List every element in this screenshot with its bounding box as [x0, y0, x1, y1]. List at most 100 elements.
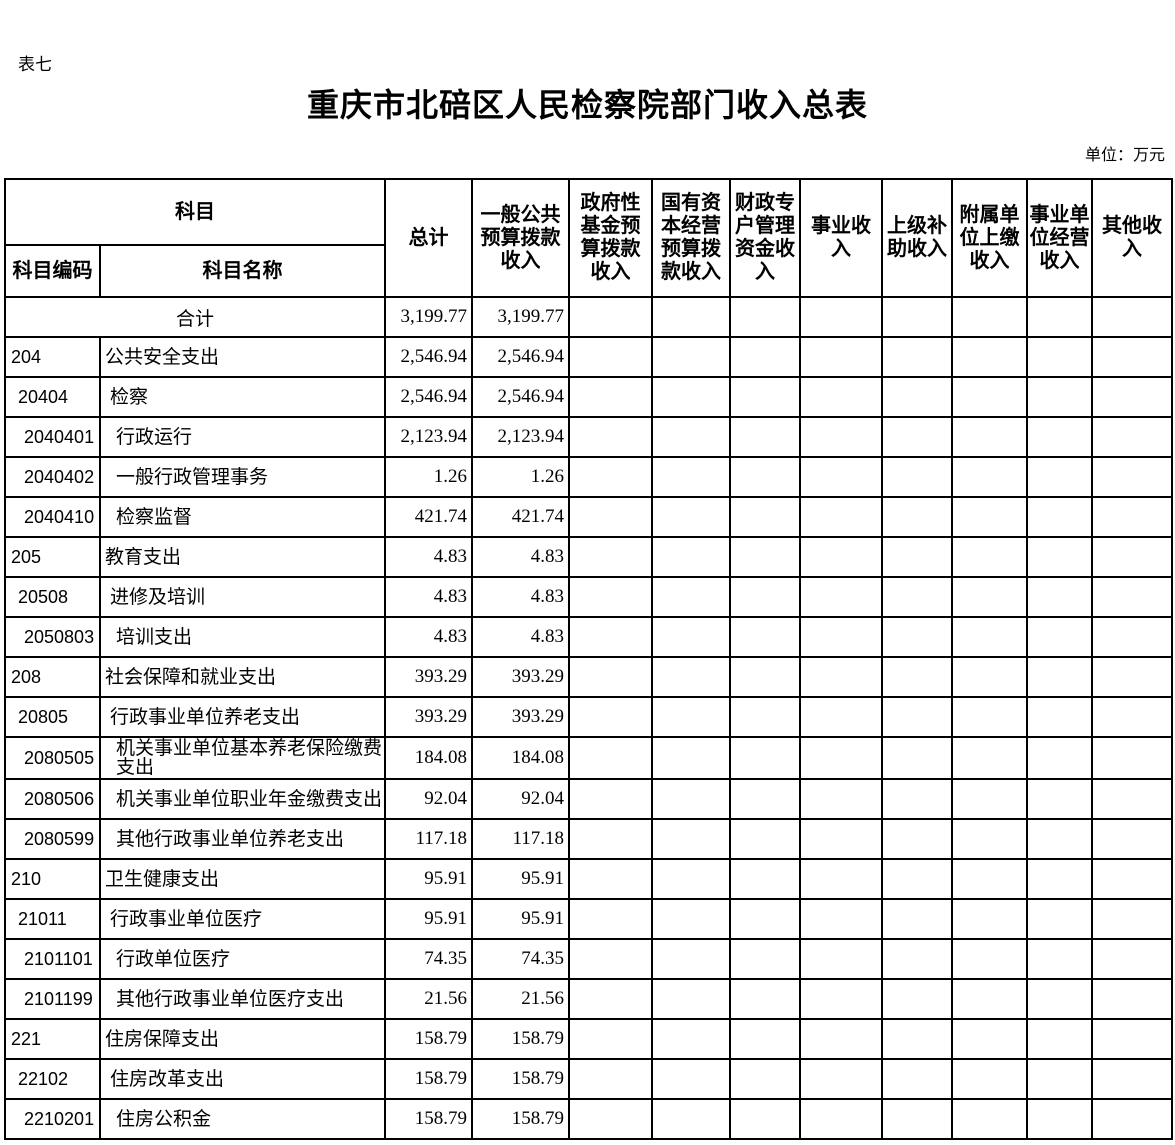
subject-code-cell: 20404 — [4, 376, 101, 418]
value-cell — [651, 978, 731, 1020]
value-cell — [1091, 296, 1173, 338]
value-cell — [568, 456, 653, 498]
value-cell — [651, 376, 731, 418]
subject-code-cell: 2050803 — [4, 616, 101, 658]
value-cell — [799, 736, 883, 780]
value-cell — [1091, 778, 1173, 820]
table-row: 221 住房保障支出 158.79 158.79 — [4, 1018, 1173, 1060]
value-cell — [1026, 496, 1093, 538]
table-row: 21011 行政事业单位医疗 95.91 95.91 — [4, 898, 1173, 940]
value-cell — [1026, 898, 1093, 940]
value-cell — [729, 416, 801, 458]
value-cell — [951, 1058, 1028, 1100]
value-cell: 92.04 — [384, 778, 473, 820]
table-row: 2040401 行政运行 2,123.94 2,123.94 — [4, 416, 1173, 458]
value-cell — [951, 978, 1028, 1020]
value-cell — [1026, 858, 1093, 900]
value-cell — [1091, 938, 1173, 980]
subject-name-cell: 一般行政管理事务 — [99, 456, 386, 498]
subject-name-cell: 检察 — [99, 376, 386, 418]
subject-code-cell: 21011 — [4, 898, 101, 940]
value-cell — [568, 858, 653, 900]
value-cell: 3,199.77 — [384, 296, 473, 338]
value-cell — [1091, 1058, 1173, 1100]
table-row: 2080505 机关事业单位基本养老保险缴费支出 184.08 184.08 — [4, 736, 1173, 780]
header-col-superior-subsidy: 上级补助收入 — [881, 178, 953, 298]
value-cell — [568, 376, 653, 418]
value-cell: 92.04 — [471, 778, 570, 820]
value-cell — [951, 858, 1028, 900]
income-summary-table: 科目 总计 一般公共预算拨款收入 政府性基金预算拨款收入 国有资本经营预算拨款收… — [4, 178, 1173, 1140]
value-cell — [1091, 898, 1173, 940]
table-row: 20508 进修及培训 4.83 4.83 — [4, 576, 1173, 618]
value-cell — [651, 576, 731, 618]
subject-name-cell: 培训支出 — [99, 616, 386, 658]
value-cell — [651, 536, 731, 578]
value-cell: 2,546.94 — [384, 376, 473, 418]
subject-code-cell: 2040410 — [4, 496, 101, 538]
value-cell — [799, 416, 883, 458]
value-cell — [799, 456, 883, 498]
value-cell: 4.83 — [471, 616, 570, 658]
value-cell — [651, 456, 731, 498]
subject-code-cell: 20508 — [4, 576, 101, 618]
value-cell — [881, 296, 953, 338]
value-cell — [568, 576, 653, 618]
value-cell — [881, 696, 953, 738]
value-cell — [799, 376, 883, 418]
header-row-sub: 科目编码 科目名称 — [4, 244, 1172, 298]
value-cell — [729, 736, 801, 780]
header-col-business-income: 事业收入 — [799, 178, 883, 298]
value-cell — [729, 656, 801, 698]
value-cell — [729, 818, 801, 860]
value-cell — [568, 1098, 653, 1140]
value-cell: 158.79 — [384, 1098, 473, 1140]
value-cell — [1026, 818, 1093, 860]
table-row: 2101101 行政单位医疗 74.35 74.35 — [4, 938, 1173, 980]
subject-code-cell: 2080506 — [4, 778, 101, 820]
header-col-fiscal-account: 财政专户管理资金收入 — [729, 178, 801, 298]
value-cell — [1026, 456, 1093, 498]
value-cell — [951, 496, 1028, 538]
value-cell: 158.79 — [384, 1018, 473, 1060]
value-cell — [951, 736, 1028, 780]
value-cell — [568, 736, 653, 780]
value-cell: 2,546.94 — [384, 336, 473, 378]
value-cell — [951, 1098, 1028, 1140]
value-cell — [568, 536, 653, 578]
value-cell — [651, 1098, 731, 1140]
value-cell — [881, 576, 953, 618]
value-cell — [651, 818, 731, 860]
value-cell — [1026, 616, 1093, 658]
table-row: 2101199 其他行政事业单位医疗支出 21.56 21.56 — [4, 978, 1173, 1020]
value-cell — [951, 656, 1028, 698]
value-cell — [568, 1058, 653, 1100]
value-cell — [1091, 376, 1173, 418]
subject-name-cell: 行政事业单位养老支出 — [99, 696, 386, 738]
value-cell — [881, 1058, 953, 1100]
value-cell — [651, 898, 731, 940]
value-cell — [651, 858, 731, 900]
value-cell: 393.29 — [471, 656, 570, 698]
value-cell — [951, 576, 1028, 618]
value-cell — [799, 778, 883, 820]
value-cell — [881, 736, 953, 780]
value-cell — [1026, 978, 1093, 1020]
value-cell: 4.83 — [384, 536, 473, 578]
value-cell — [651, 938, 731, 980]
value-cell: 158.79 — [471, 1058, 570, 1100]
value-cell — [1026, 696, 1093, 738]
value-cell — [1026, 576, 1093, 618]
subject-code-cell: 205 — [4, 536, 101, 578]
value-cell — [881, 616, 953, 658]
value-cell — [1091, 496, 1173, 538]
subject-name-cell: 行政运行 — [99, 416, 386, 458]
subject-name-cell: 其他行政事业单位医疗支出 — [99, 978, 386, 1020]
value-cell — [951, 376, 1028, 418]
subject-name-cell: 其他行政事业单位养老支出 — [99, 818, 386, 860]
value-cell — [799, 938, 883, 980]
value-cell — [651, 1018, 731, 1060]
value-cell — [1026, 1058, 1093, 1100]
value-cell — [881, 898, 953, 940]
value-cell — [799, 576, 883, 618]
